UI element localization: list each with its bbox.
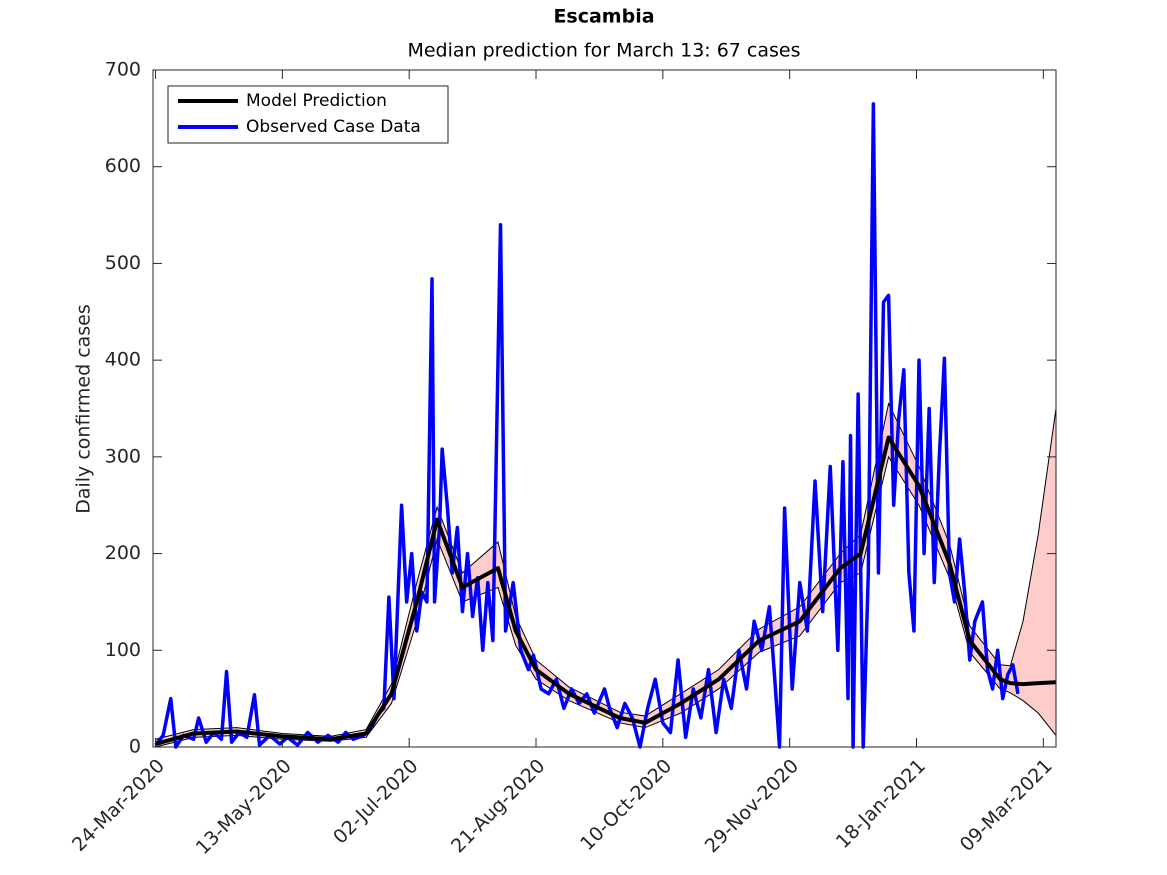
y-axis-label: Daily confirmed cases [73, 304, 95, 514]
legend-label: Observed Case Data [246, 117, 421, 137]
x-tick-label: 24-Mar-2020 [68, 755, 169, 856]
x-tick-label: 10-Oct-2020 [576, 755, 676, 855]
y-tick-label: 700 [105, 59, 141, 81]
x-tick-label: 29-Nov-2020 [701, 755, 803, 857]
chart-title: Escambia [553, 6, 654, 28]
x-tick-label: 21-Aug-2020 [447, 755, 549, 857]
series-line [154, 435, 1057, 747]
legend-box [167, 85, 449, 144]
axes-box [152, 69, 1057, 748]
y-tick-label: 100 [105, 639, 141, 661]
x-tick-label: 09-Mar-2021 [956, 755, 1057, 856]
y-tick-label: 300 [105, 445, 141, 467]
legend-label: Model Prediction [246, 91, 387, 111]
x-tick-label: 02-Jul-2020 [329, 755, 423, 849]
y-tick-label: 600 [105, 155, 141, 177]
x-tick-label: 13-May-2020 [192, 755, 296, 859]
y-tick-label: 500 [105, 252, 141, 274]
y-tick-label: 400 [105, 349, 141, 371]
chart-subtitle: Median prediction for March 13: 67 cases [407, 40, 800, 62]
y-tick-label: 0 [129, 736, 141, 758]
y-tick-label: 200 [105, 542, 141, 564]
x-tick-label: 18-Jan-2021 [832, 755, 930, 853]
